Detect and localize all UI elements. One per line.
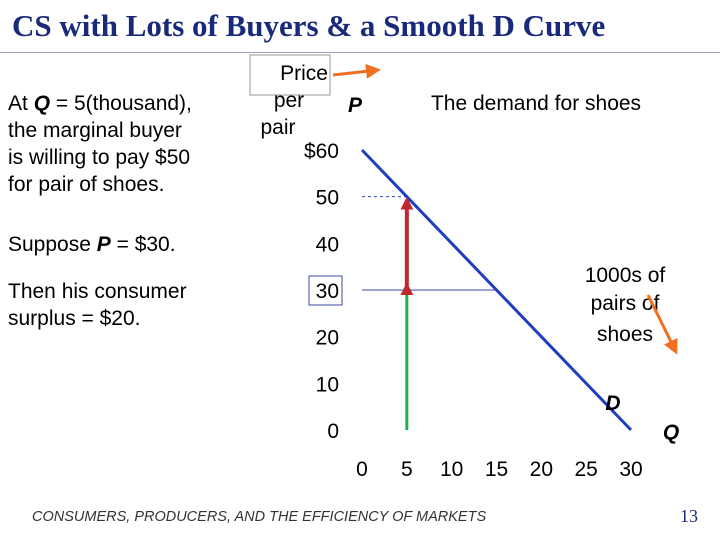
- y-tick-label: $60: [304, 140, 339, 163]
- suppose-text: Suppose P = $30.: [8, 231, 176, 258]
- text-span: Suppose: [8, 233, 97, 256]
- page-number: 13: [680, 506, 698, 526]
- explanation-text: At Q = 5(thousand), the marginal buyer i…: [8, 90, 192, 198]
- surplus-text: Then his consumer surplus = $20.: [8, 278, 187, 332]
- plot-area: 0 10 20 30 40 50 $60 0 5 10 15 20 25 30 D Q: [304, 140, 679, 481]
- x-callout-box: [565, 260, 685, 330]
- x-tick-label: 30: [619, 458, 642, 481]
- y-tick-label: 20: [316, 327, 339, 350]
- x-callout-line-2: pairs of: [591, 292, 660, 315]
- y-callout-line-2: per: [274, 89, 304, 112]
- x-axis-symbol: Q: [663, 421, 679, 444]
- footer-text: CONSUMERS, PRODUCERS, AND THE EFFICIENCY…: [32, 509, 487, 525]
- surplus-line-2: surplus = $20.: [8, 307, 141, 330]
- surplus-line-1: Then his consumer: [8, 280, 187, 303]
- x-tick-label: 25: [574, 458, 597, 481]
- y-tick-label: 10: [316, 373, 339, 396]
- y-tick-label: 0: [327, 420, 339, 443]
- demand-curve: [360, 148, 633, 432]
- explanation-line-1: At Q = 5(thousand),: [8, 90, 192, 117]
- y-callout-line-3: pair: [260, 116, 295, 139]
- text-span: At: [8, 92, 34, 115]
- x-tick-label: 15: [485, 458, 508, 481]
- explanation-line-2: the marginal buyer: [8, 119, 182, 142]
- x-tick-label: 0: [356, 458, 368, 481]
- y-callout-line-1: Price: [280, 62, 328, 85]
- price-callout-box: [249, 54, 331, 96]
- x-callout-arrow: [646, 294, 678, 355]
- demand-curve-label: D: [605, 392, 620, 415]
- slide-title: CS with Lots of Buyers & a Smooth D Curv…: [12, 8, 606, 43]
- price-symbol: P: [96, 233, 111, 256]
- price-tick-highlight: [308, 275, 343, 306]
- x-callout-line-1: 1000s of: [585, 264, 666, 287]
- y-callout-arrow: [332, 63, 381, 79]
- y-tick-label: 30: [316, 280, 339, 303]
- y-axis-symbol: P: [348, 94, 363, 117]
- x-callout-line-3: shoes: [597, 323, 653, 346]
- y-tick-label: 40: [316, 233, 339, 256]
- explanation-line-4: for pair of shoes.: [8, 173, 165, 196]
- x-tick-label: 10: [440, 458, 463, 481]
- text-span: = 5(thousand),: [50, 92, 192, 115]
- x-tick-label: 20: [530, 458, 553, 481]
- x-tick-label: 5: [401, 458, 413, 481]
- chart-title: The demand for shoes: [431, 92, 641, 115]
- y-tick-label: 50: [316, 187, 339, 210]
- quantity-symbol: Q: [33, 92, 51, 115]
- explanation-line-3: is willing to pay $50: [8, 146, 191, 169]
- text-span: = $30.: [110, 233, 176, 256]
- title-divider: [0, 52, 720, 53]
